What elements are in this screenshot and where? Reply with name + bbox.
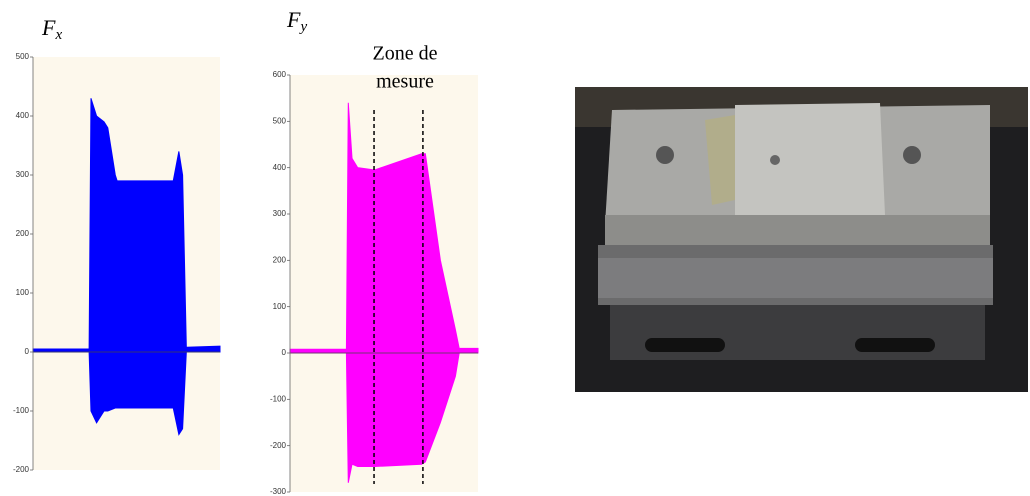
title-main: F	[41, 15, 56, 40]
signal-envelope	[33, 348, 221, 436]
y-tick-label: 0	[25, 347, 30, 356]
chart-title: Fy	[286, 7, 307, 35]
y-tick-label: 200	[16, 229, 30, 238]
chart-title: Fx	[41, 15, 62, 43]
y-tick-label: -100	[13, 406, 30, 415]
title-subscript: x	[54, 27, 62, 43]
y-tick-label: 400	[273, 163, 287, 172]
annotation: mesure	[376, 71, 434, 93]
y-tick-label: 600	[273, 70, 287, 79]
y-tick-label: 500	[16, 52, 30, 61]
y-tick-label: 100	[273, 302, 287, 311]
y-tick-label: 100	[16, 288, 30, 297]
signal-envelope	[289, 102, 479, 354]
title-subscript: y	[298, 19, 307, 35]
y-tick-label: -200	[13, 465, 30, 474]
y-tick-label: 0	[282, 348, 287, 357]
title-main: F	[286, 7, 301, 32]
y-tick-label: 200	[273, 255, 287, 264]
y-tick-label: 300	[16, 170, 30, 179]
y-tick-label: -200	[270, 441, 287, 450]
y-tick-label: 500	[273, 116, 287, 125]
y-tick-label: 400	[16, 111, 30, 120]
y-tick-label: -100	[270, 394, 287, 403]
photo	[575, 87, 1028, 392]
y-tick-label: -300	[270, 487, 287, 496]
y-tick-label: 300	[273, 209, 287, 218]
signal-envelope	[32, 98, 221, 353]
annotation: Zone de	[373, 43, 438, 65]
